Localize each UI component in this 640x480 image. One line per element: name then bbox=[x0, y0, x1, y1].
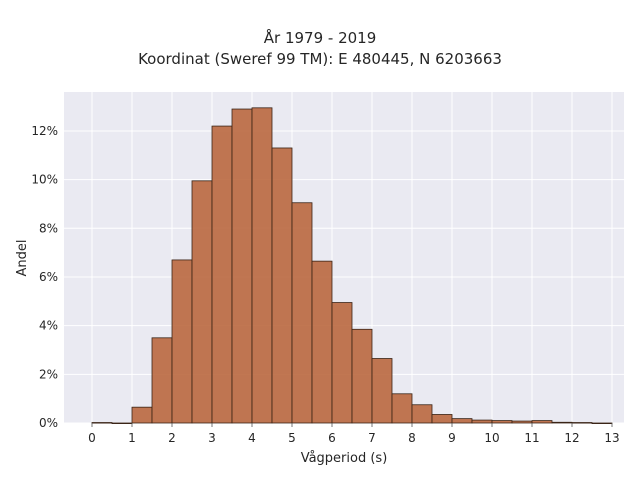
histogram-bar bbox=[151, 337, 173, 424]
x-tick-label: 9 bbox=[448, 431, 456, 445]
histogram-bar bbox=[371, 358, 393, 424]
histogram-bar bbox=[591, 422, 613, 425]
histogram-bar bbox=[511, 420, 533, 424]
histogram-bar bbox=[431, 414, 453, 424]
x-tick-label: 5 bbox=[288, 431, 296, 445]
histogram-bar bbox=[171, 259, 193, 424]
chart-subtitle: Koordinat (Sweref 99 TM): E 480445, N 62… bbox=[138, 50, 502, 68]
histogram-bar bbox=[191, 180, 213, 424]
x-tick-label: 2 bbox=[168, 431, 176, 445]
x-axis-label: Vågperiod (s) bbox=[301, 451, 388, 466]
histogram-bar bbox=[351, 328, 373, 424]
y-tick-label: 0% bbox=[39, 416, 58, 430]
histogram-bar bbox=[231, 108, 253, 424]
x-tick-label: 7 bbox=[368, 431, 376, 445]
histogram-bar bbox=[91, 422, 113, 424]
y-tick-label: 8% bbox=[39, 221, 58, 235]
histogram-bar bbox=[411, 404, 433, 424]
y-tick-label: 6% bbox=[39, 270, 58, 284]
histogram-bar bbox=[251, 107, 273, 424]
histogram-bar bbox=[491, 420, 513, 424]
x-tick-label: 8 bbox=[408, 431, 416, 445]
histogram-bar bbox=[311, 260, 333, 424]
x-tick-label: 13 bbox=[604, 431, 619, 445]
x-tick-label: 0 bbox=[88, 431, 96, 445]
histogram-bar bbox=[471, 419, 493, 424]
histogram-bar bbox=[211, 125, 233, 424]
x-axis-ticks: 0 1 2 3 4 5 6 7 8 9 10 11 12 13 bbox=[88, 423, 620, 445]
y-axis-ticks: 0% 2% 4% 6% 8% 10% 12% bbox=[31, 124, 58, 430]
y-tick-label: 2% bbox=[39, 367, 58, 381]
x-tick-label: 12 bbox=[564, 431, 579, 445]
x-tick-label: 3 bbox=[208, 431, 216, 445]
x-tick-label: 10 bbox=[484, 431, 499, 445]
histogram-bar bbox=[291, 202, 313, 424]
bars bbox=[91, 107, 613, 425]
histogram-bar bbox=[551, 421, 573, 424]
histogram-bar bbox=[131, 406, 153, 424]
histogram-bar bbox=[111, 422, 133, 425]
histogram-bar bbox=[331, 302, 353, 424]
x-tick-label: 11 bbox=[524, 431, 539, 445]
histogram-bar bbox=[451, 418, 473, 424]
y-tick-label: 4% bbox=[39, 319, 58, 333]
y-tick-label: 10% bbox=[31, 173, 58, 187]
histogram-bar bbox=[531, 420, 553, 424]
x-tick-label: 4 bbox=[248, 431, 256, 445]
histogram-bar bbox=[571, 422, 593, 424]
y-tick-label: 12% bbox=[31, 124, 58, 138]
histogram-bar bbox=[271, 147, 293, 424]
y-axis-label: Andel bbox=[15, 240, 30, 277]
chart-title: År 1979 - 2019 bbox=[263, 29, 377, 47]
histogram-bar bbox=[391, 393, 413, 424]
x-tick-label: 1 bbox=[128, 431, 136, 445]
x-tick-label: 6 bbox=[328, 431, 336, 445]
